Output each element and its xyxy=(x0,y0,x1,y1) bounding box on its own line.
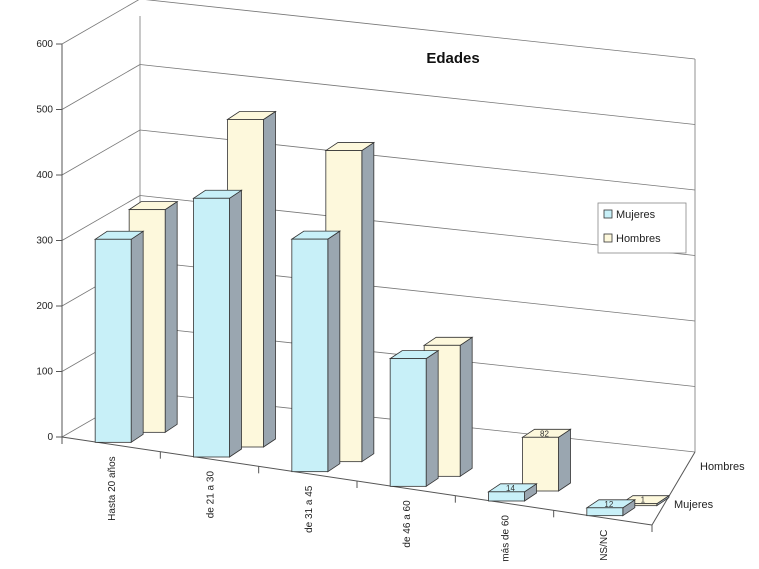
legend: Mujeres Hombres xyxy=(597,202,687,254)
bar-side xyxy=(130,230,144,444)
y-tick-label: 200 xyxy=(36,301,53,312)
y-tick-label: 0 xyxy=(47,432,53,443)
legend-box xyxy=(597,202,687,254)
gridline-side xyxy=(61,0,140,45)
bar-hombres xyxy=(422,336,474,478)
chart-title: Edades xyxy=(426,50,479,67)
bar-side xyxy=(263,110,276,448)
x-category-label: de 31 a 45 xyxy=(304,485,315,533)
bar-front xyxy=(488,491,525,502)
x-category-label: de 21 a 30 xyxy=(206,471,217,519)
data-label: 14 xyxy=(506,484,515,493)
x-category-label: de 46 a 60 xyxy=(402,500,413,548)
gridline-side xyxy=(61,129,141,176)
x-category-label: NS/NC xyxy=(599,530,610,561)
bar-front xyxy=(94,238,132,443)
data-label: 82 xyxy=(540,429,549,438)
bars: 82 1 14 12 xyxy=(93,110,671,517)
legend-swatch xyxy=(603,233,613,243)
bar-hombres: 1 xyxy=(619,494,671,507)
bar-mujeres xyxy=(388,349,440,488)
gridline-back xyxy=(139,64,696,125)
gridline-back xyxy=(139,129,696,191)
bar-side xyxy=(164,200,178,434)
x-category-label: más de 60 xyxy=(501,515,512,562)
bar-front xyxy=(291,238,329,473)
bar-side xyxy=(459,336,473,478)
y-tick-label: 400 xyxy=(36,170,53,181)
bar-side xyxy=(425,349,439,488)
bar-mujeres xyxy=(290,230,342,473)
y-tick-label: 100 xyxy=(36,367,53,378)
depth-axis-label: Mujeres xyxy=(674,499,714,511)
gridline-side xyxy=(61,64,141,110)
bar-mujeres xyxy=(93,230,145,444)
x-category-label: Hasta 20 años xyxy=(107,456,118,521)
data-label: 1 xyxy=(641,496,646,505)
bar-front xyxy=(522,436,559,492)
bar-front xyxy=(389,358,427,487)
bar-hombres: 82 xyxy=(521,428,572,492)
bar-side xyxy=(327,230,341,473)
y-tick-label: 600 xyxy=(36,39,53,50)
legend-entry: Hombres xyxy=(616,233,661,245)
y-tick-label: 300 xyxy=(36,236,53,247)
bar-side xyxy=(558,428,571,492)
legend-entry: Mujeres xyxy=(616,209,656,221)
bar-side xyxy=(361,141,375,463)
bar-front xyxy=(193,197,230,458)
bar-mujeres: 12 xyxy=(585,499,637,517)
data-label: 12 xyxy=(604,500,613,509)
bar-front xyxy=(586,507,624,517)
bar-mujeres xyxy=(192,189,243,458)
gridline-side xyxy=(61,195,141,241)
bar-mujeres: 14 xyxy=(487,483,538,502)
gridline-back xyxy=(145,0,696,60)
y-tick-label: 500 xyxy=(36,105,53,116)
bar-side xyxy=(229,189,242,458)
legend-swatch xyxy=(603,209,613,219)
depth-axis-line xyxy=(651,451,696,526)
depth-axis-label: Hombres xyxy=(700,461,745,473)
